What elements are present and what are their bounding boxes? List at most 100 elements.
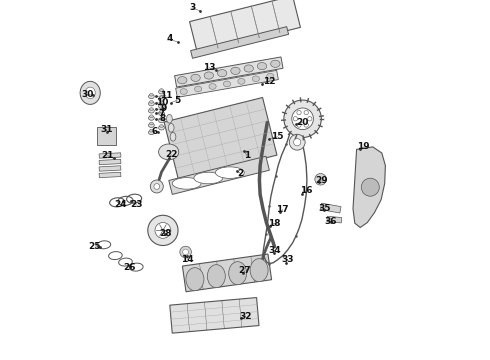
Ellipse shape bbox=[149, 115, 153, 118]
Polygon shape bbox=[191, 27, 289, 58]
Text: 12: 12 bbox=[263, 77, 276, 86]
Ellipse shape bbox=[148, 94, 154, 99]
Polygon shape bbox=[176, 70, 278, 98]
Ellipse shape bbox=[292, 108, 314, 130]
Text: 33: 33 bbox=[281, 255, 294, 264]
Text: 18: 18 bbox=[268, 219, 281, 228]
Text: 16: 16 bbox=[300, 186, 313, 195]
Ellipse shape bbox=[180, 89, 187, 94]
Ellipse shape bbox=[186, 268, 204, 291]
Text: 4: 4 bbox=[166, 35, 172, 44]
Ellipse shape bbox=[149, 93, 153, 96]
Polygon shape bbox=[320, 203, 341, 213]
Ellipse shape bbox=[160, 103, 163, 106]
Text: 26: 26 bbox=[123, 263, 135, 271]
Polygon shape bbox=[170, 298, 259, 333]
Text: 5: 5 bbox=[174, 96, 180, 105]
Ellipse shape bbox=[250, 258, 268, 282]
Text: 15: 15 bbox=[271, 132, 284, 141]
Ellipse shape bbox=[195, 86, 202, 92]
Ellipse shape bbox=[218, 69, 227, 77]
Ellipse shape bbox=[148, 130, 154, 135]
Ellipse shape bbox=[154, 184, 160, 189]
Ellipse shape bbox=[270, 60, 280, 67]
Text: 17: 17 bbox=[276, 205, 289, 214]
Ellipse shape bbox=[216, 167, 245, 179]
Text: 22: 22 bbox=[165, 150, 177, 159]
Text: 10: 10 bbox=[156, 98, 169, 107]
Text: 2: 2 bbox=[238, 169, 244, 178]
Ellipse shape bbox=[297, 111, 301, 115]
Polygon shape bbox=[164, 98, 277, 180]
Polygon shape bbox=[190, 0, 300, 53]
Text: 30: 30 bbox=[81, 90, 94, 99]
Text: 19: 19 bbox=[358, 143, 370, 152]
Text: 3: 3 bbox=[189, 4, 195, 13]
Polygon shape bbox=[174, 57, 283, 87]
Ellipse shape bbox=[167, 114, 172, 123]
Ellipse shape bbox=[149, 100, 153, 103]
Text: 23: 23 bbox=[130, 200, 143, 209]
Text: 29: 29 bbox=[315, 176, 328, 185]
Ellipse shape bbox=[204, 72, 214, 79]
Ellipse shape bbox=[207, 265, 225, 288]
Ellipse shape bbox=[267, 73, 274, 79]
Text: 13: 13 bbox=[203, 63, 215, 72]
Ellipse shape bbox=[160, 96, 163, 99]
Ellipse shape bbox=[160, 117, 163, 120]
Text: 7: 7 bbox=[158, 109, 165, 118]
Text: 1: 1 bbox=[244, 151, 250, 160]
Ellipse shape bbox=[177, 77, 187, 84]
Ellipse shape bbox=[315, 174, 326, 185]
Text: 11: 11 bbox=[160, 91, 172, 100]
Ellipse shape bbox=[160, 89, 163, 91]
Ellipse shape bbox=[244, 65, 253, 72]
Polygon shape bbox=[99, 166, 121, 171]
Ellipse shape bbox=[160, 110, 163, 113]
Ellipse shape bbox=[149, 108, 153, 111]
Polygon shape bbox=[169, 156, 270, 194]
Ellipse shape bbox=[209, 84, 216, 89]
Ellipse shape bbox=[170, 132, 176, 141]
Ellipse shape bbox=[194, 172, 222, 184]
Ellipse shape bbox=[159, 104, 164, 108]
Ellipse shape bbox=[304, 111, 308, 115]
Ellipse shape bbox=[85, 87, 95, 99]
Polygon shape bbox=[182, 254, 271, 292]
Text: 21: 21 bbox=[101, 151, 114, 160]
Ellipse shape bbox=[180, 246, 192, 258]
Ellipse shape bbox=[148, 123, 154, 127]
Text: 20: 20 bbox=[296, 118, 309, 127]
Text: 24: 24 bbox=[115, 200, 127, 209]
Ellipse shape bbox=[304, 123, 308, 127]
Text: 36: 36 bbox=[324, 217, 337, 226]
Ellipse shape bbox=[148, 116, 154, 120]
Ellipse shape bbox=[289, 134, 305, 150]
Ellipse shape bbox=[294, 139, 301, 146]
Text: 27: 27 bbox=[239, 266, 251, 275]
Text: 32: 32 bbox=[240, 311, 252, 320]
Text: 6: 6 bbox=[152, 127, 158, 136]
Ellipse shape bbox=[231, 67, 240, 75]
Ellipse shape bbox=[159, 90, 164, 94]
Ellipse shape bbox=[148, 215, 178, 246]
Text: 35: 35 bbox=[318, 204, 330, 212]
Text: 14: 14 bbox=[181, 255, 194, 264]
Ellipse shape bbox=[148, 102, 154, 106]
Polygon shape bbox=[353, 147, 386, 228]
Ellipse shape bbox=[191, 74, 200, 81]
Polygon shape bbox=[99, 153, 121, 158]
Ellipse shape bbox=[284, 100, 321, 138]
Ellipse shape bbox=[159, 118, 164, 123]
Polygon shape bbox=[99, 172, 121, 178]
Text: 8: 8 bbox=[159, 114, 165, 123]
Ellipse shape bbox=[223, 81, 231, 87]
Text: 31: 31 bbox=[100, 125, 113, 134]
Polygon shape bbox=[97, 127, 116, 145]
Ellipse shape bbox=[308, 117, 312, 121]
Text: 25: 25 bbox=[88, 242, 101, 251]
Ellipse shape bbox=[169, 123, 174, 132]
Ellipse shape bbox=[160, 125, 163, 127]
Ellipse shape bbox=[238, 78, 245, 84]
Ellipse shape bbox=[155, 222, 171, 238]
